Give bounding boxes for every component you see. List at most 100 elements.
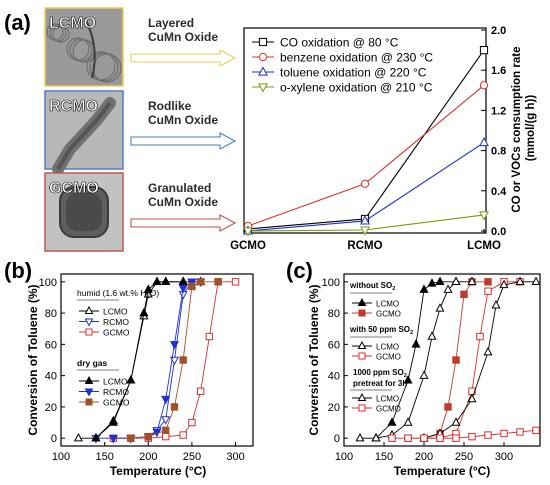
texture-ring bbox=[86, 51, 116, 81]
chart-b-xlabel: Temperature (°C) bbox=[110, 464, 207, 478]
chart-b-legend-label: RCMO bbox=[103, 317, 129, 327]
series-point bbox=[460, 290, 468, 299]
series-point bbox=[188, 418, 196, 427]
chart-a-ytick-label: 0.4 bbox=[491, 186, 507, 198]
xtick-label: 200 bbox=[415, 451, 433, 463]
series-line bbox=[360, 281, 472, 439]
chart-a-legend-label: o-xylene oxidation @ 210 °C bbox=[280, 81, 433, 95]
ytick-label: 100 bbox=[39, 277, 57, 289]
chart-a-ytick-label: 0.0 bbox=[491, 226, 506, 238]
chart-c-ylabel: Conversion of Toluene (%) bbox=[307, 284, 321, 435]
chart-a-point bbox=[479, 81, 489, 90]
series-point bbox=[484, 287, 492, 295]
xtick-label: 300 bbox=[226, 451, 244, 463]
chart-a-legend-marker bbox=[258, 83, 268, 93]
chart-a-point bbox=[479, 211, 489, 221]
chart-a-point bbox=[479, 136, 489, 147]
series-point bbox=[531, 276, 541, 286]
series-point bbox=[515, 276, 525, 286]
chart-c-legend-title-1000: 1000 ppm SO2 bbox=[353, 368, 407, 379]
series-point bbox=[451, 276, 461, 286]
chart-b-series bbox=[73, 276, 240, 444]
chart-c-ticks: 100 150 200 250 300 0 20 40 60 80 100 bbox=[322, 277, 514, 463]
tem-image-code: RCMO bbox=[49, 98, 98, 115]
chart-a-legend-marker bbox=[258, 66, 268, 76]
series-point bbox=[91, 432, 101, 442]
series-point bbox=[420, 434, 428, 442]
series-point bbox=[170, 403, 179, 411]
series-point bbox=[388, 434, 396, 442]
ytick-label: 100 bbox=[322, 277, 340, 289]
series-point bbox=[435, 276, 445, 286]
chart-a-point bbox=[243, 227, 253, 237]
ytick-label: 40 bbox=[45, 371, 57, 383]
series-point bbox=[484, 431, 492, 439]
chart-a-ytick-label: 2.0 bbox=[491, 25, 506, 37]
chart-b-legend-marker bbox=[84, 375, 94, 384]
chart-b-legend-marker bbox=[85, 398, 93, 406]
series-point bbox=[169, 341, 179, 350]
chart-b-legend-label: RCMO bbox=[103, 387, 129, 397]
texture-ring bbox=[92, 53, 122, 83]
ytick-label: 20 bbox=[45, 402, 57, 414]
series-point bbox=[196, 278, 205, 286]
chart-a-xtick-label: GCMO bbox=[230, 240, 266, 252]
chart-b-legend-title-tail: O) bbox=[150, 288, 160, 298]
xtick-label: 150 bbox=[95, 451, 113, 463]
chart-a-xtick-label: RCMO bbox=[347, 240, 382, 252]
ytick-label: 60 bbox=[45, 339, 57, 351]
chart-c-legend-label: GCMO bbox=[376, 353, 401, 362]
series-point bbox=[444, 403, 452, 411]
series-point bbox=[205, 332, 214, 341]
chart-b-legend-subscript: 2 bbox=[146, 294, 150, 300]
series-point bbox=[403, 375, 413, 384]
panel-b: (b) 100 150 200 250 300 0 20 40 60 80 100 humid (1… bbox=[4, 258, 254, 478]
xtick-label: 300 bbox=[495, 451, 513, 463]
series-point bbox=[127, 434, 135, 442]
chart-c-legend-marker bbox=[358, 352, 366, 360]
series-point bbox=[196, 387, 205, 395]
series-point bbox=[179, 431, 187, 439]
chart-c-legend-marker bbox=[358, 404, 366, 412]
chart-a-ylabel: CO or VOCs consumption rate (mmol/(g h)) bbox=[511, 43, 537, 212]
arrow-gcmo bbox=[130, 214, 237, 232]
series-point bbox=[427, 278, 437, 287]
chart-b-legend-label: GCMO bbox=[103, 398, 130, 408]
chart-c-legend-label: GCMO bbox=[376, 405, 401, 414]
series-point bbox=[476, 332, 484, 341]
chart-c-legend-subscript: 2 bbox=[392, 286, 395, 292]
tem-image-code: GCMO bbox=[49, 180, 99, 197]
series-point bbox=[144, 432, 152, 441]
series-point bbox=[419, 284, 429, 293]
series-point bbox=[467, 393, 477, 403]
series-point bbox=[516, 428, 524, 436]
series-point bbox=[452, 356, 460, 364]
series-point bbox=[143, 289, 153, 298]
chart-b-ticks: 100 150 200 250 300 0 20 40 60 80 100 bbox=[39, 277, 245, 463]
chart-c-legend-marker bbox=[357, 297, 367, 306]
series-point bbox=[139, 307, 149, 317]
ytick-label: 20 bbox=[328, 402, 340, 414]
tem-image-gcmo: GCMO bbox=[44, 172, 124, 252]
series-point bbox=[435, 303, 445, 312]
ytick-label: 0 bbox=[334, 433, 340, 445]
ytick-label: 80 bbox=[328, 308, 340, 320]
chart-b-legend-label: LCMO bbox=[103, 307, 128, 317]
chart-b-frame bbox=[60, 273, 254, 447]
series-point bbox=[371, 432, 381, 442]
panel-c-label: (c) bbox=[286, 258, 313, 283]
series-point bbox=[452, 434, 460, 442]
tem-image-code: LCMO bbox=[49, 15, 96, 32]
chart-c-legend-title-with50: with 50 ppm SO2 bbox=[349, 325, 413, 336]
granule-core bbox=[66, 193, 102, 231]
chart-a-point bbox=[360, 179, 370, 188]
chart-c-legend-label: GCMO bbox=[376, 310, 401, 319]
texture-ring bbox=[52, 25, 70, 43]
series-point bbox=[411, 339, 421, 348]
tem-image-frame bbox=[44, 7, 124, 87]
chart-b-legend-marker bbox=[85, 328, 93, 336]
